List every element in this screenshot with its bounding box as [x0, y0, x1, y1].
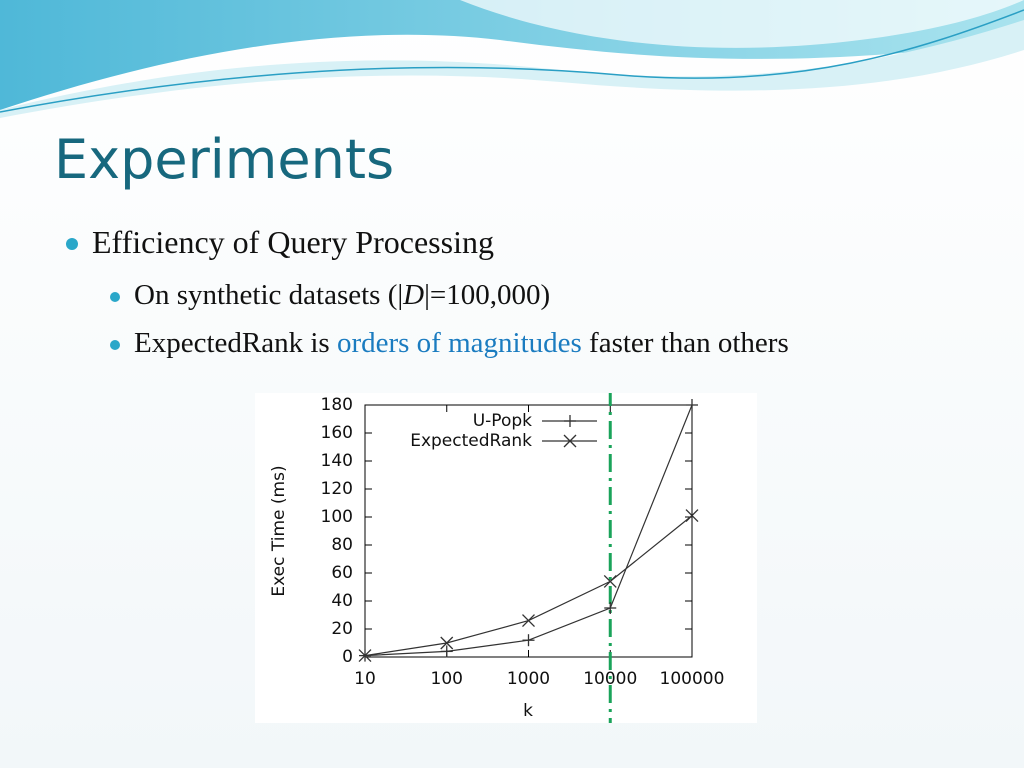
- data-point: [440, 636, 454, 650]
- data-point: [685, 509, 699, 523]
- bullet-dot: [66, 238, 78, 250]
- header-waves: [0, 0, 1024, 118]
- data-point: [440, 645, 453, 658]
- y-tick-label: 80: [331, 535, 353, 555]
- bullet-highlight: orders of magnitudes: [336, 327, 582, 359]
- bullet-text: ExpectedRank is: [134, 327, 337, 359]
- marker-stroke: [603, 574, 617, 588]
- data-point: [564, 415, 576, 427]
- chart: k Exec Time (ms) 0 20 40 60 80 100 120 140 160 18…: [255, 393, 757, 723]
- marker-stroke: [685, 509, 699, 523]
- bullet-text: faster than others: [581, 327, 789, 359]
- bullet: ExpectedRank is orders of magnitudes fas…: [134, 327, 789, 360]
- bullet-text: D: [403, 279, 425, 311]
- data-point: [563, 434, 577, 448]
- bullet-dot: [110, 340, 120, 350]
- bullet-text: Efficiency of Query Processing: [92, 224, 494, 260]
- x-axis-label: k: [523, 701, 533, 721]
- marker-stroke: [440, 636, 454, 650]
- y-tick-label: 20: [331, 619, 353, 639]
- y-tick-label: 0: [342, 647, 353, 667]
- data-point: [604, 602, 617, 614]
- y-tick-label: 40: [331, 591, 353, 611]
- marker-stroke: [563, 434, 577, 448]
- bullet-dot: [110, 292, 120, 302]
- y-tick-label: 180: [321, 395, 353, 415]
- x-tick-label: 10: [354, 669, 376, 689]
- data-point: [522, 634, 535, 647]
- x-tick-label: 100000: [660, 669, 725, 689]
- y-axis-label: Exec Time (ms): [269, 465, 289, 596]
- chart-background: [255, 393, 757, 723]
- bullet-text: On synthetic datasets (|: [134, 279, 404, 311]
- y-tick-label: 60: [331, 563, 353, 583]
- data-point: [358, 649, 372, 663]
- y-tick-label: 100: [321, 507, 353, 527]
- x-tick-label: 100: [431, 669, 463, 689]
- data-point: [686, 399, 698, 411]
- slide-title: Experiments: [54, 128, 395, 191]
- data-point: [603, 574, 617, 588]
- legend-label: U-Popk: [473, 411, 532, 431]
- y-tick-label: 160: [321, 423, 353, 443]
- data-point: [522, 614, 535, 628]
- marker-stroke: [522, 614, 535, 628]
- bullet: On synthetic datasets (|D|=100,000): [134, 279, 550, 312]
- marker-stroke: [358, 649, 372, 663]
- bullet: Efficiency of Query Processing: [92, 224, 494, 261]
- y-tick-label: 120: [321, 479, 353, 499]
- y-tick-label: 140: [321, 451, 353, 471]
- x-tick-label: 1000: [507, 669, 550, 689]
- legend-label: ExpectedRank: [410, 431, 532, 451]
- bullet-text: |=100,000): [424, 279, 551, 311]
